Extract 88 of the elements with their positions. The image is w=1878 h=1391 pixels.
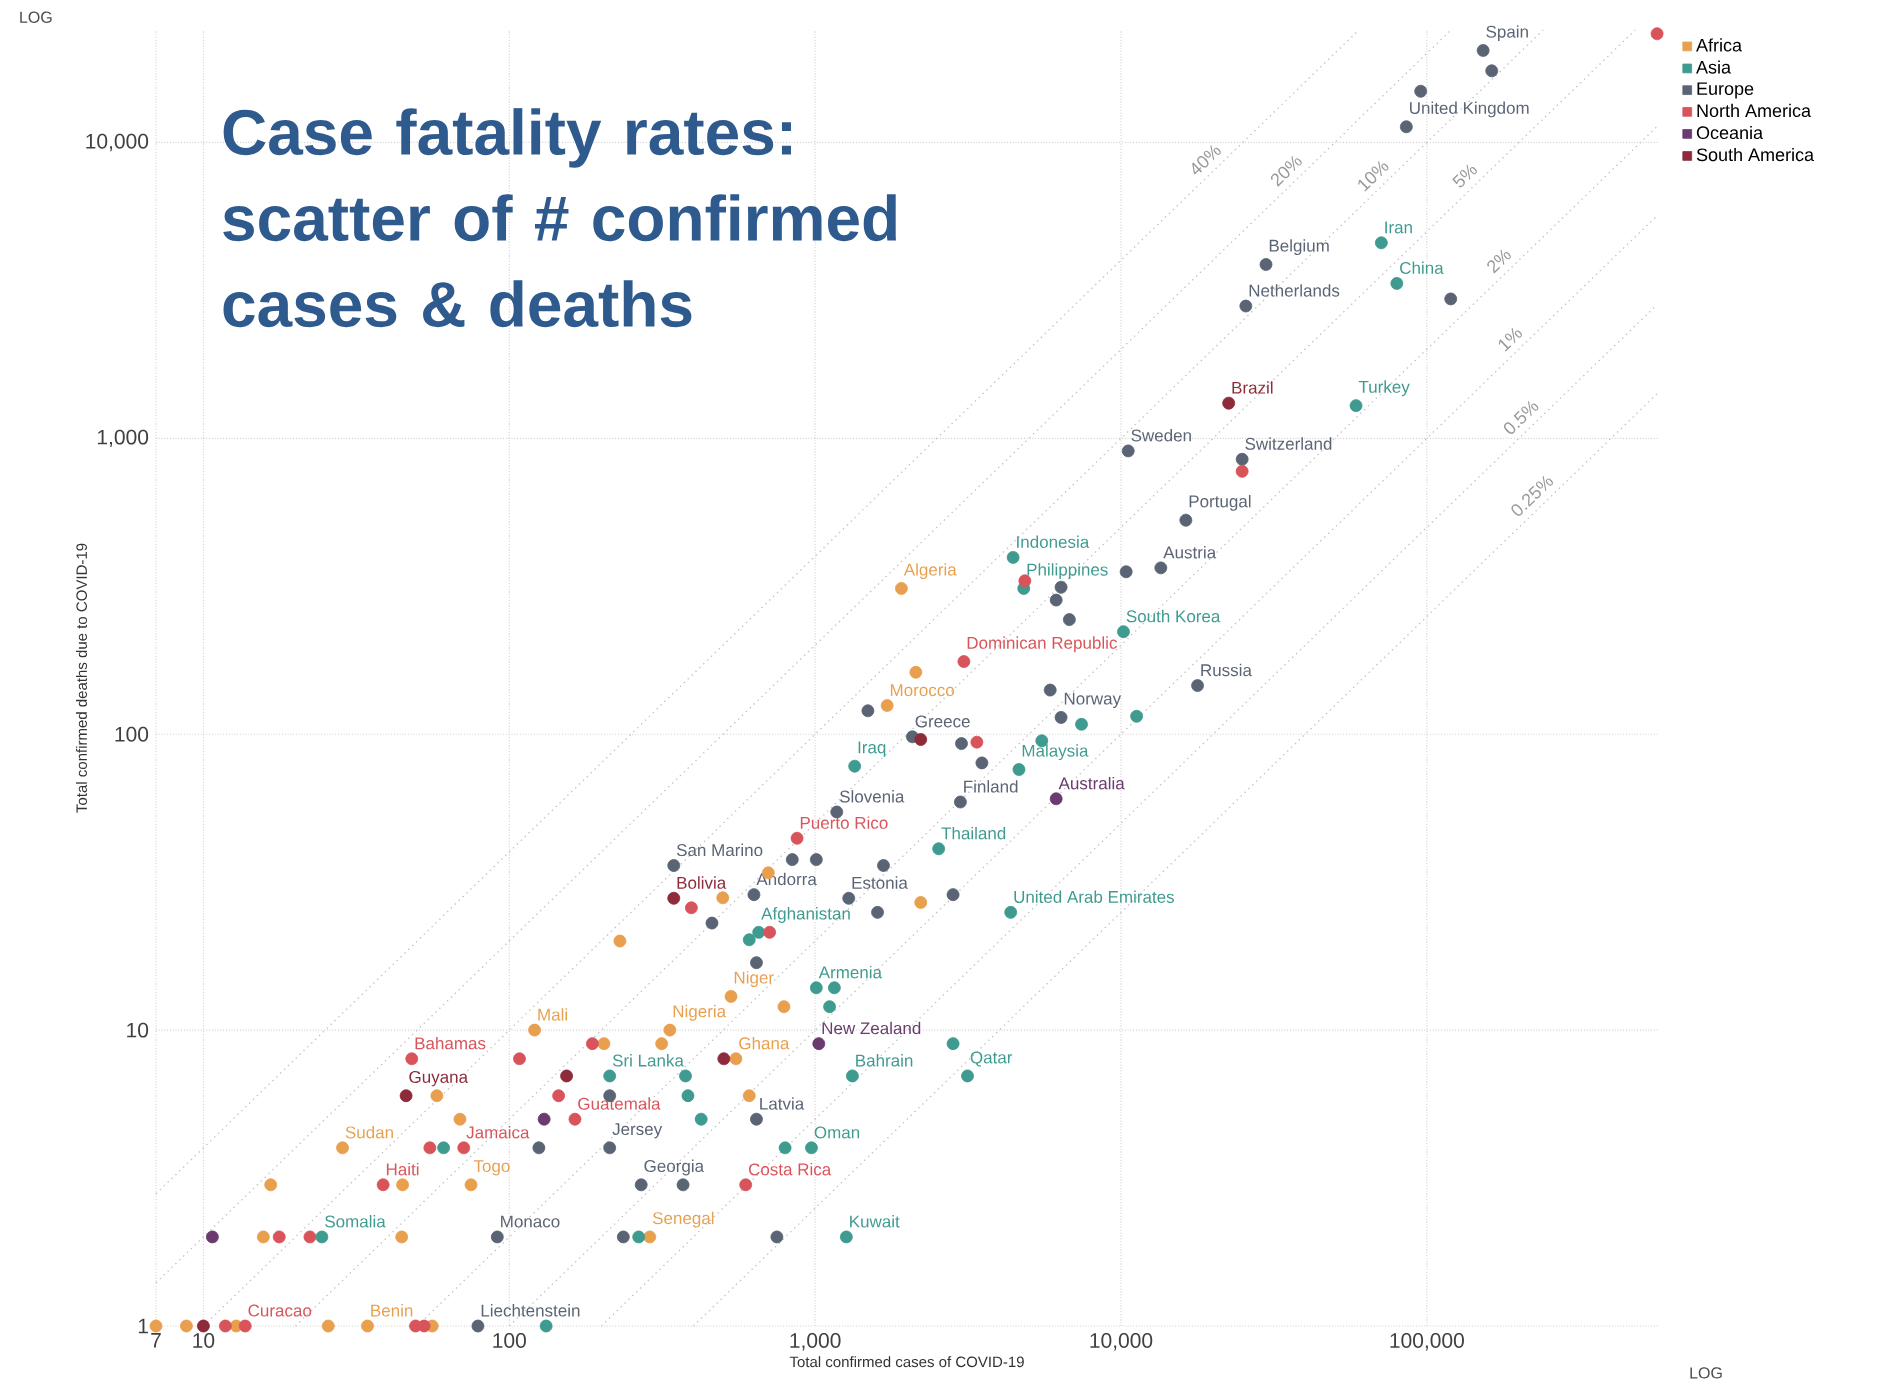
annotation: Iraq [858,741,886,757]
annotation: Benin [371,1304,413,1317]
annotation: Sri Lanka [612,1054,684,1067]
annotation: Sweden [1131,429,1191,442]
legend-label: North America [1697,103,1812,118]
annotation: Haiti [386,1162,419,1176]
x-tick-label: 1,000 [790,1333,841,1351]
annotation: Thailand [941,826,1006,840]
annotation: Russia [1201,663,1252,677]
annotation: Malaysia [1022,744,1089,761]
annotation: Bahamas [415,1036,486,1050]
annotation: South Korea [1126,609,1221,623]
annotation: Togo [473,1160,510,1176]
annotation: Morocco [890,684,955,697]
annotation: Bahrain [856,1054,913,1067]
annotation: Belgium [1269,239,1329,256]
annotation: Andorra [756,872,817,886]
y-tick-label: 10 [127,1022,149,1038]
x-tick-label: 100,000 [1390,1333,1464,1351]
annotation: San Marino [676,843,763,857]
annotation: Curacao [248,1304,312,1317]
annotation: Estonia [852,876,908,889]
text: 40% [1192,145,1221,175]
annotation: Puerto Rico [800,816,888,829]
annotation: Bolivia [677,876,727,889]
text: Case fatality rates: scatter of # confirmed cases & deaths [223,108,896,328]
annotation: Georgia [644,1159,705,1176]
annotation: Mali [538,1008,567,1021]
annotation: Indonesia [1017,535,1090,548]
text: 2% [1487,249,1511,274]
annotation: Latvia [760,1097,805,1110]
annotation: Costa Rica [748,1162,832,1176]
annotation: Oman [814,1126,860,1139]
annotation: Slovenia [839,790,905,803]
annotation: Portugal [1189,494,1251,511]
annotation: Monaco [501,1215,560,1228]
annotation: China [1400,261,1444,274]
annotation: Afghanistan [761,907,850,923]
y-tick-label: 10,000 [86,133,149,152]
annotation: Guatemala [578,1097,661,1110]
annotation: Senegal [652,1211,714,1228]
x-tick-label: 100 [493,1333,526,1348]
legend-label: Africa [1696,38,1743,52]
legend-label: Asia [1696,60,1732,74]
annotation: Jersey [612,1123,663,1139]
annotation: Austria [1163,545,1217,559]
legend-label: Oceania [1696,125,1764,140]
annotation: Kuwait [850,1215,900,1228]
annotation: Ghana [739,1036,790,1050]
annotation: Armenia [818,965,882,979]
annotation: Dominican Republic [967,636,1117,653]
text: LOG [20,11,52,23]
annotation: Philippines [1027,563,1108,580]
annotation: Australia [1058,776,1125,790]
annotation: Greece [915,715,970,728]
annotation: Qatar [970,1051,1013,1067]
y-tick-label: 1,000 [98,429,149,448]
annotation: Switzerland [1245,437,1332,450]
annotation: Iran [1385,221,1412,234]
x-tick-label: 7 [151,1333,161,1348]
text: 1% [1498,327,1522,352]
y-axis-title: Total confirmed deaths due to COVID-19 [75,543,87,813]
annotation: United Kingdom [1410,101,1529,118]
annotation: Netherlands [1249,284,1340,297]
x-tick-label: 10 [193,1333,215,1348]
annotation: Nigeria [673,1004,727,1021]
x-axis-title: Total confirmed cases of COVID-19 [789,1356,1024,1368]
y-tick-label: 1 [138,1318,148,1334]
text: LOG [1690,1367,1722,1379]
annotation: Algeria [903,563,957,580]
annotation: Finland [964,780,1018,793]
annotation: United Arab Emirates [1014,890,1175,903]
legend-label: Europe [1697,82,1754,99]
annotation: New Zealand [822,1021,921,1035]
annotation: Somalia [325,1215,386,1228]
annotation: Norway [1064,692,1122,708]
legend-label: South America [1696,147,1815,162]
annotation: Brazil [1232,381,1273,394]
annotation: Spain [1486,25,1528,42]
annotation: Liechtenstein [481,1304,580,1317]
x-tick-label: 10,000 [1090,1333,1153,1351]
annotation: Niger [734,971,774,987]
annotation: Jamaica [466,1125,530,1139]
annotation: Turkey [1358,380,1410,397]
text: 5% [1452,164,1477,188]
y-tick-label: 100 [115,726,149,742]
annotation: Sudan [345,1125,393,1139]
annotation: Guyana [409,1070,469,1087]
